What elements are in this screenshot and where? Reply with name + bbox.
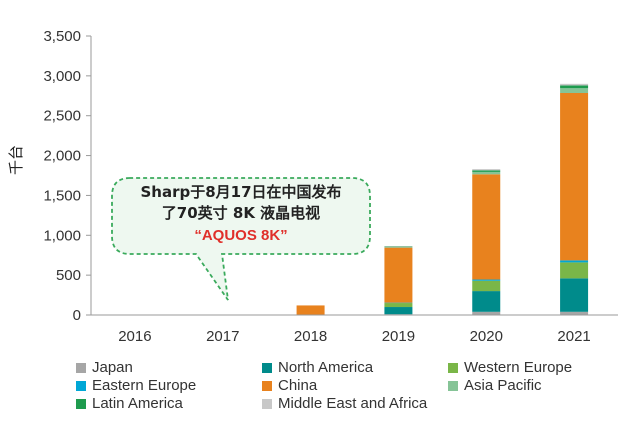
bar-segment — [560, 262, 589, 279]
legend-label: Eastern Europe — [92, 377, 197, 394]
legend-label: Middle East and Africa — [278, 395, 428, 412]
legend-label: Japan — [92, 359, 133, 376]
annotation-highlight: “AQUOS 8K” — [194, 227, 287, 244]
legend-label: North America — [278, 359, 374, 376]
y-axis: 0 500 1,000 1,500 2,000 2,500 3,000 3,500 — [43, 28, 92, 324]
legend-label: China — [278, 377, 318, 394]
legend-swatch — [262, 398, 272, 409]
bar-segment — [472, 280, 501, 292]
bar-segment — [384, 246, 413, 248]
annotation-callout: Sharp于8月17日在中国发布 了70英寸 8K 液晶电视 “AQUOS 8K… — [111, 177, 371, 301]
callout-bubble — [111, 177, 371, 301]
bar-segment — [384, 247, 413, 303]
legend-label: Western Europe — [464, 359, 573, 376]
bar-segment — [472, 311, 501, 315]
legend-swatch — [448, 362, 458, 373]
annotation-line-2: 了70英寸 8K 液晶电视 — [162, 204, 320, 222]
legend-item: Eastern Europe — [76, 377, 196, 394]
bar-segment — [560, 278, 589, 312]
bar-segment — [384, 303, 413, 308]
bar-segment — [560, 92, 589, 261]
legend-swatch — [448, 380, 458, 391]
legend-item: Asia Pacific — [448, 377, 542, 394]
bar-segment — [472, 170, 501, 172]
x-tick-label: 2021 — [557, 328, 590, 345]
legend-swatch — [76, 362, 86, 373]
y-tick-label: 1,000 — [43, 227, 81, 244]
y-tick-label: 3,500 — [43, 28, 81, 45]
legend-swatch — [262, 380, 272, 391]
bar-segment — [560, 85, 589, 89]
bar-segment — [472, 169, 501, 171]
x-tick-label: 2017 — [206, 328, 239, 345]
y-tick-label: 500 — [56, 267, 81, 284]
legend-item: Western Europe — [448, 359, 572, 376]
legend-swatch — [76, 380, 86, 391]
legend-label: Asia Pacific — [464, 377, 542, 394]
bar-segment — [560, 311, 589, 315]
x-axis: 2016 2017 2018 2019 2020 2021 — [91, 314, 618, 345]
x-tick-label: 2020 — [470, 328, 503, 345]
x-tick-label: 2019 — [382, 328, 415, 345]
legend-label: Latin America — [92, 395, 183, 412]
bar-segment — [560, 88, 589, 93]
bar-segment — [472, 174, 501, 280]
y-tick-label: 2,500 — [43, 108, 81, 125]
bar-segment — [472, 279, 501, 281]
stacked-bar-chart: 千台 0 500 1,000 1,500 2,000 2,500 3,000 3,500 20… — [7, 28, 618, 345]
bar-segment — [560, 83, 589, 86]
legend-item: Japan — [76, 359, 133, 376]
y-tick-label: 0 — [73, 307, 81, 324]
bar-segment — [472, 171, 501, 175]
bar-segment — [384, 307, 413, 315]
legend-swatch — [76, 398, 86, 409]
legend-item: Latin America — [76, 395, 183, 412]
legend-swatch — [262, 362, 272, 373]
legend-item: Middle East and Africa — [262, 395, 427, 412]
x-tick-label: 2016 — [118, 328, 151, 345]
x-tick-label: 2018 — [294, 328, 327, 345]
legend-item: China — [262, 377, 317, 394]
y-tick-label: 1,500 — [43, 187, 81, 204]
y-tick-label: 2,000 — [43, 148, 81, 165]
y-tick-label: 3,000 — [43, 68, 81, 85]
y-axis-label: 千台 — [7, 145, 25, 175]
bars — [296, 83, 589, 315]
bar-segment — [472, 291, 501, 312]
annotation-line-1: Sharp于8月17日在中国发布 — [140, 183, 341, 201]
bar-segment — [560, 260, 589, 263]
bar-segment — [296, 305, 325, 315]
legend-item: North America — [262, 359, 373, 376]
